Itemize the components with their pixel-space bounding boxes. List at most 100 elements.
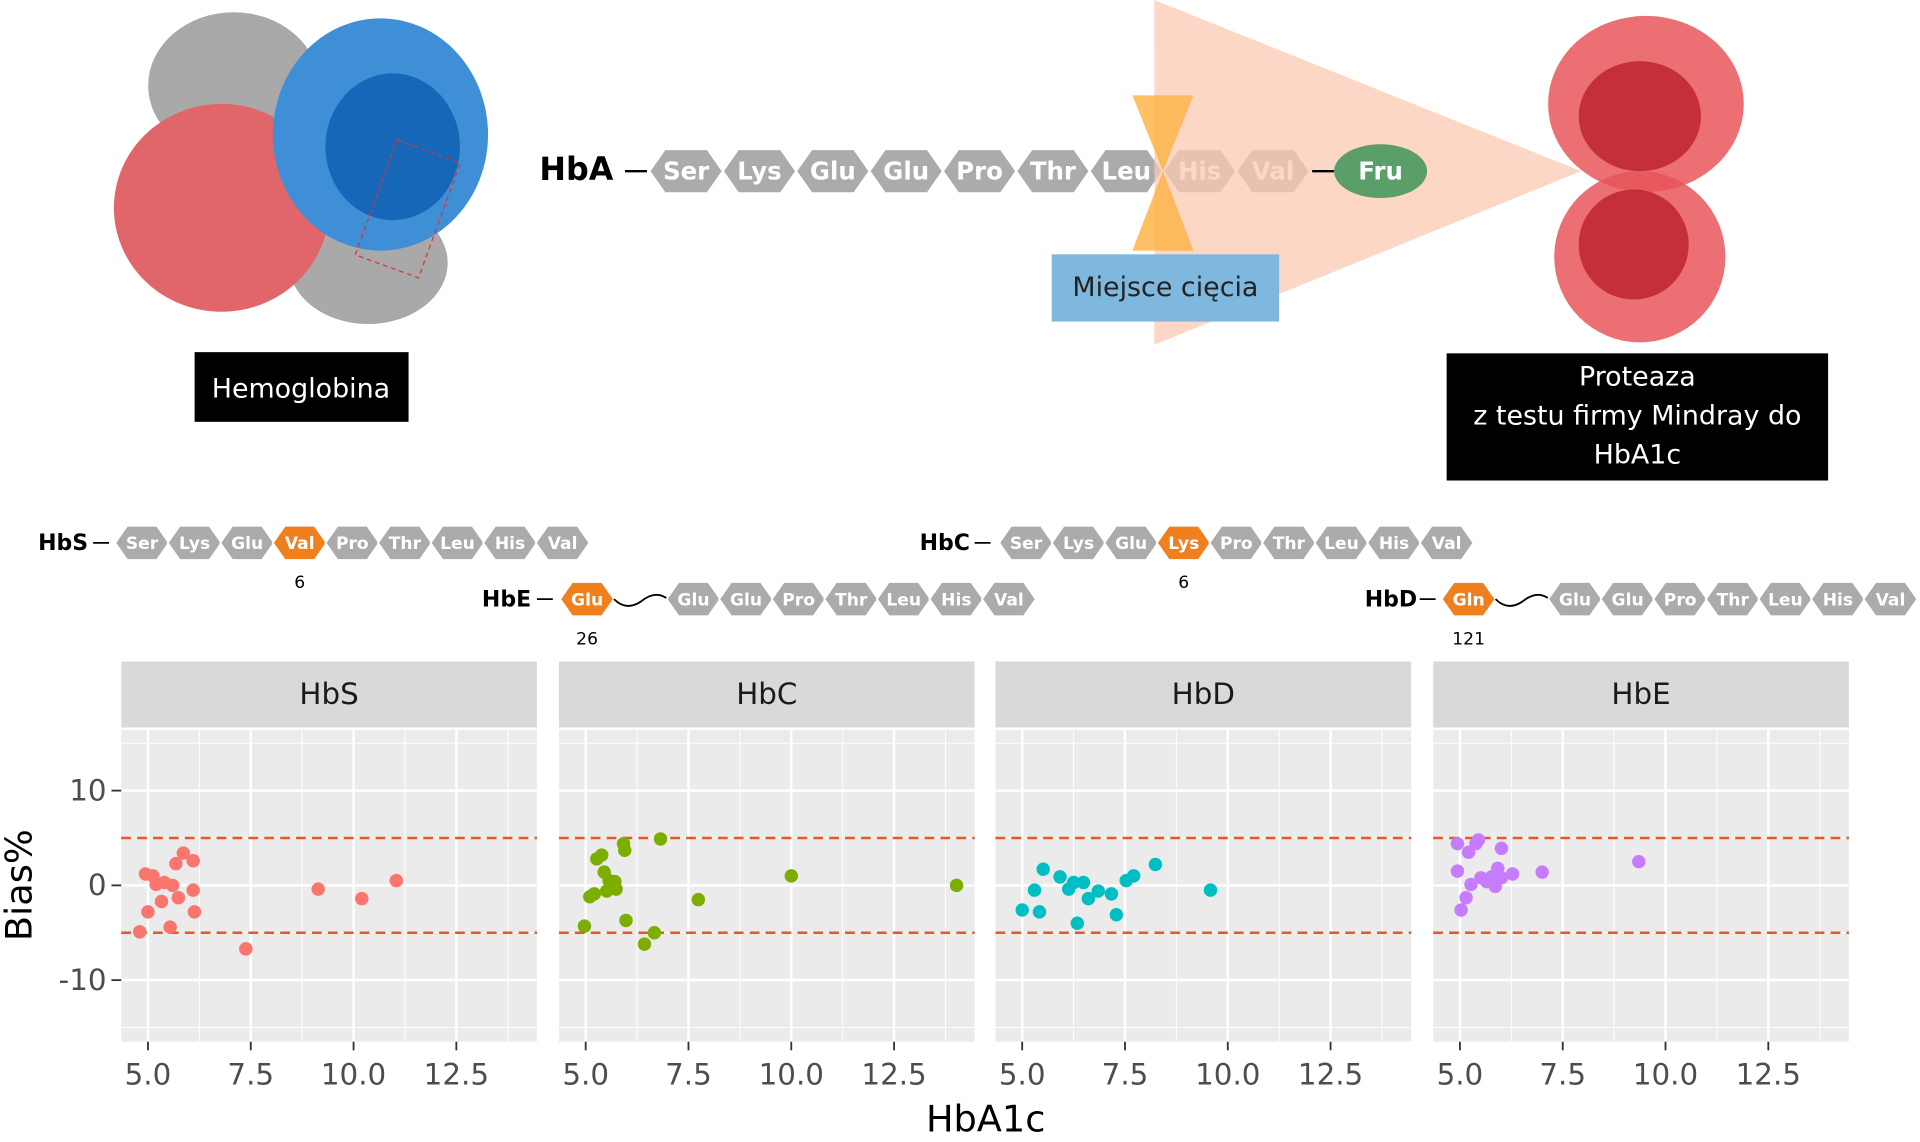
data-point [1076, 875, 1091, 890]
residue-label: Leu [1102, 156, 1152, 185]
residue-label: Thr [389, 534, 422, 554]
data-point [141, 905, 155, 919]
residue [534, 524, 591, 561]
data-point [1494, 871, 1509, 885]
protease-label: z testu firmy Mindray do [1473, 400, 1801, 431]
protease-label: Proteaza [1579, 361, 1696, 392]
x-tick-label: 10.0 [321, 1057, 386, 1091]
residue-label: Pro [782, 590, 815, 610]
terminal-label: Fru [1358, 156, 1403, 185]
data-point [1450, 864, 1465, 878]
data-point [1066, 875, 1081, 890]
residue-label: Glu [231, 534, 263, 554]
cleavage-marker [1132, 95, 1194, 251]
data-point [186, 854, 200, 868]
x-tick-label: 7.5 [1102, 1057, 1149, 1091]
cleavage-label: Miejsce cięcia [1072, 272, 1258, 303]
variant-label: HbC [920, 531, 970, 556]
data-point [1015, 903, 1029, 917]
variant-label: HbS [38, 531, 88, 556]
data-point [163, 920, 177, 934]
x-tick-label: 10.0 [759, 1057, 824, 1091]
residue-label: Thr [835, 590, 868, 610]
data-point [691, 892, 706, 907]
residue [1418, 524, 1475, 561]
residue-label: Leu [886, 590, 921, 610]
residue-label: Leu [1768, 590, 1803, 610]
position-label: 26 [576, 629, 598, 649]
y-tick-label: -10 [59, 963, 107, 997]
data-point [1494, 841, 1509, 856]
facet-title: HbC [736, 677, 797, 711]
x-tick-label: 7.5 [227, 1057, 274, 1091]
data-point [187, 905, 202, 919]
y-tick-label: 0 [88, 868, 107, 902]
x-axis-label: HbA1c [926, 1098, 1045, 1141]
variant-label: HbE [482, 587, 531, 612]
data-point [169, 856, 183, 871]
residue-label: Thr [1273, 534, 1306, 554]
data-point [619, 913, 633, 928]
x-tick-label: 5.0 [562, 1057, 609, 1091]
data-point [594, 848, 609, 862]
cleavage-box [1051, 254, 1280, 322]
residue-label: Pro [1220, 534, 1253, 554]
x-tick-label: 12.5 [1298, 1057, 1363, 1091]
linker [613, 593, 669, 607]
residue-label: Pro [956, 156, 1003, 185]
data-point [587, 887, 602, 901]
facet-strip [995, 661, 1412, 728]
residue-label: Glu [1115, 534, 1147, 554]
residue-label: Glu [1559, 590, 1591, 610]
linker [1494, 593, 1550, 607]
residue-label: Thr [1030, 156, 1076, 185]
position-label: 6 [294, 573, 305, 593]
residue-label: His [495, 534, 525, 554]
residue-label: Val [994, 590, 1024, 610]
data-point [1032, 905, 1047, 919]
data-point [389, 873, 404, 888]
data-point [1505, 867, 1520, 881]
y-axis-label: Bias% [0, 829, 40, 941]
hemoglobin-box [194, 352, 409, 422]
residue-label: His [941, 590, 971, 610]
protease-image [1548, 15, 1744, 343]
data-point [653, 832, 668, 846]
residue-label: His [1823, 590, 1853, 610]
x-tick-label: 10.0 [1195, 1057, 1260, 1091]
residue-label: Ser [126, 534, 159, 554]
residue-label: Lys [737, 156, 781, 185]
x-tick-label: 12.5 [1736, 1057, 1801, 1091]
data-point [154, 894, 169, 909]
position-label: 6 [1178, 573, 1189, 593]
residue-label: Val [285, 534, 315, 554]
data-point [1535, 865, 1549, 879]
hemoglobin-label: Hemoglobina [212, 374, 390, 405]
data-point [1450, 836, 1465, 851]
data-point [176, 846, 191, 860]
data-point [577, 919, 592, 933]
data-point [355, 891, 369, 906]
facet-strip [121, 661, 537, 728]
data-point [1471, 833, 1486, 847]
data-point [311, 882, 325, 896]
facet-strip [558, 661, 975, 728]
residue-label: Glu [730, 590, 762, 610]
residue-label: Pro [336, 534, 369, 554]
facet-strip [1433, 661, 1849, 728]
terminal [1334, 144, 1428, 199]
data-point [1632, 854, 1646, 869]
residue-label: Val [548, 534, 578, 554]
facet-title: HbD [1172, 677, 1235, 711]
x-tick-label: 10.0 [1633, 1057, 1698, 1091]
residue-label: Val [1432, 534, 1462, 554]
residue-label: Ser [663, 156, 709, 185]
x-tick-label: 7.5 [1539, 1057, 1586, 1091]
residue-label: Lys [179, 534, 210, 554]
x-tick-label: 12.5 [424, 1057, 489, 1091]
data-point [1070, 916, 1085, 931]
data-point [637, 937, 652, 951]
x-tick-label: 5.0 [125, 1057, 172, 1091]
variant-label: HbD [1365, 587, 1417, 612]
data-point [1104, 887, 1119, 901]
